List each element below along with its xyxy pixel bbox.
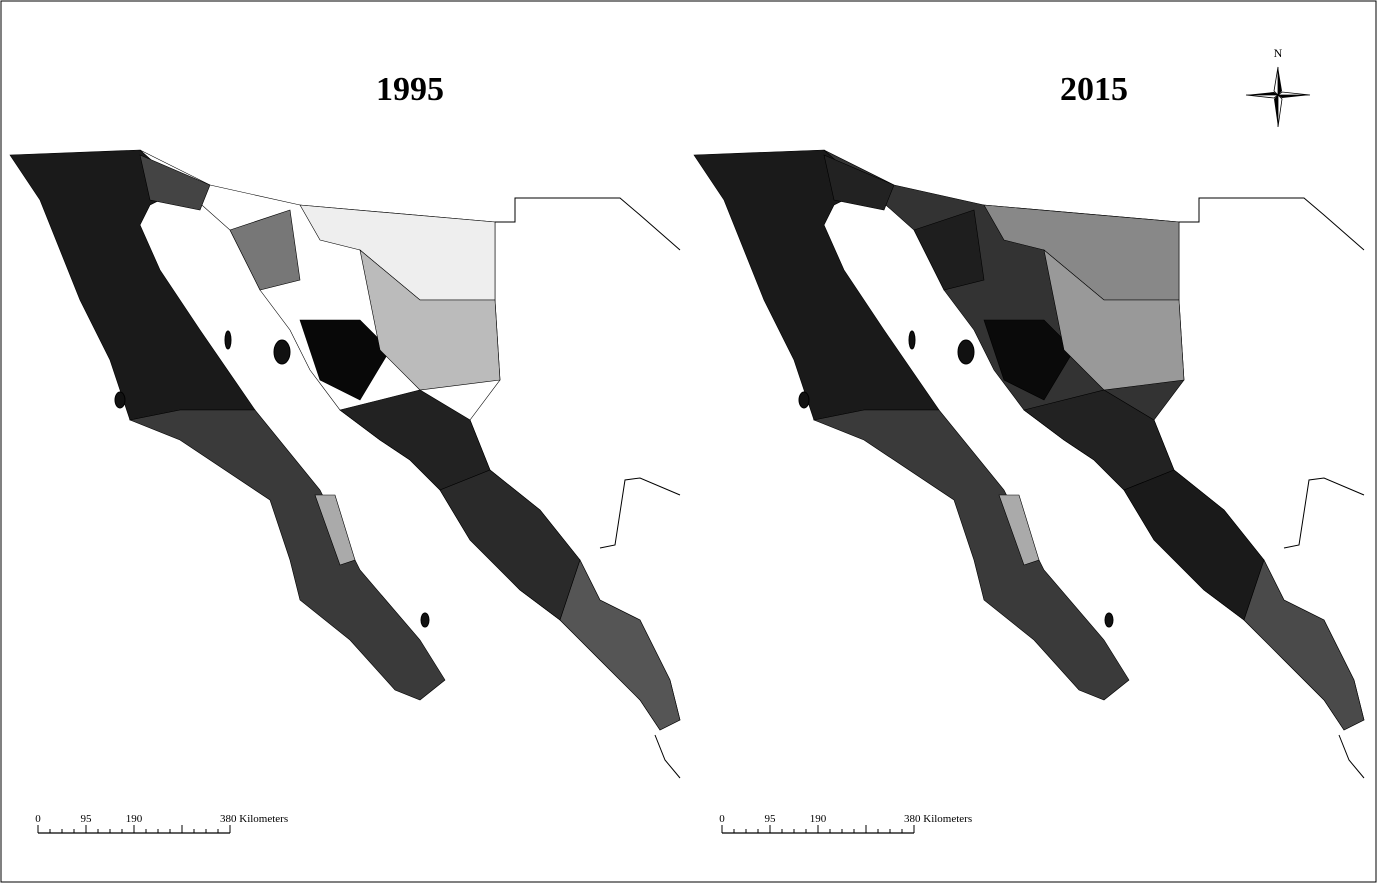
scale-label: 95 xyxy=(765,813,777,825)
scale-label: 380 Kilometers xyxy=(904,813,972,825)
island xyxy=(957,339,975,365)
border-line xyxy=(495,197,681,251)
region xyxy=(139,154,211,211)
north-arrow: N xyxy=(1245,46,1311,128)
island xyxy=(1104,612,1114,628)
region xyxy=(359,249,501,391)
scale-label: 190 xyxy=(810,813,827,825)
coast-line xyxy=(1338,734,1365,779)
region xyxy=(314,494,356,566)
region xyxy=(559,559,681,731)
region xyxy=(1043,249,1185,391)
island xyxy=(273,339,291,365)
border-line xyxy=(1179,197,1365,251)
border-line xyxy=(1283,477,1365,549)
coast-line xyxy=(654,734,681,779)
map-title: 2015 xyxy=(1060,71,1128,108)
region xyxy=(812,409,1130,701)
region xyxy=(299,319,391,401)
border-line xyxy=(599,477,681,549)
island xyxy=(908,330,916,350)
island xyxy=(114,391,126,409)
island xyxy=(420,612,430,628)
map-panel: 2015 0 95 190 380 Kilometers xyxy=(693,71,1365,834)
scale-label: 0 xyxy=(719,813,725,825)
region xyxy=(983,319,1075,401)
region xyxy=(229,209,301,291)
region xyxy=(913,209,985,291)
region xyxy=(823,154,895,211)
island xyxy=(798,391,810,409)
scale-label: 190 xyxy=(126,813,143,825)
scale-label: 95 xyxy=(81,813,93,825)
map-title: 1995 xyxy=(376,71,444,108)
scale-label: 0 xyxy=(35,813,41,825)
region xyxy=(998,494,1040,566)
map-panel: 1995 0 95 190 380 Kilometers xyxy=(9,71,681,834)
compass-label: N xyxy=(1274,46,1283,60)
island xyxy=(224,330,232,350)
region xyxy=(128,409,446,701)
scale-label: 380 Kilometers xyxy=(220,813,288,825)
region xyxy=(1243,559,1365,731)
